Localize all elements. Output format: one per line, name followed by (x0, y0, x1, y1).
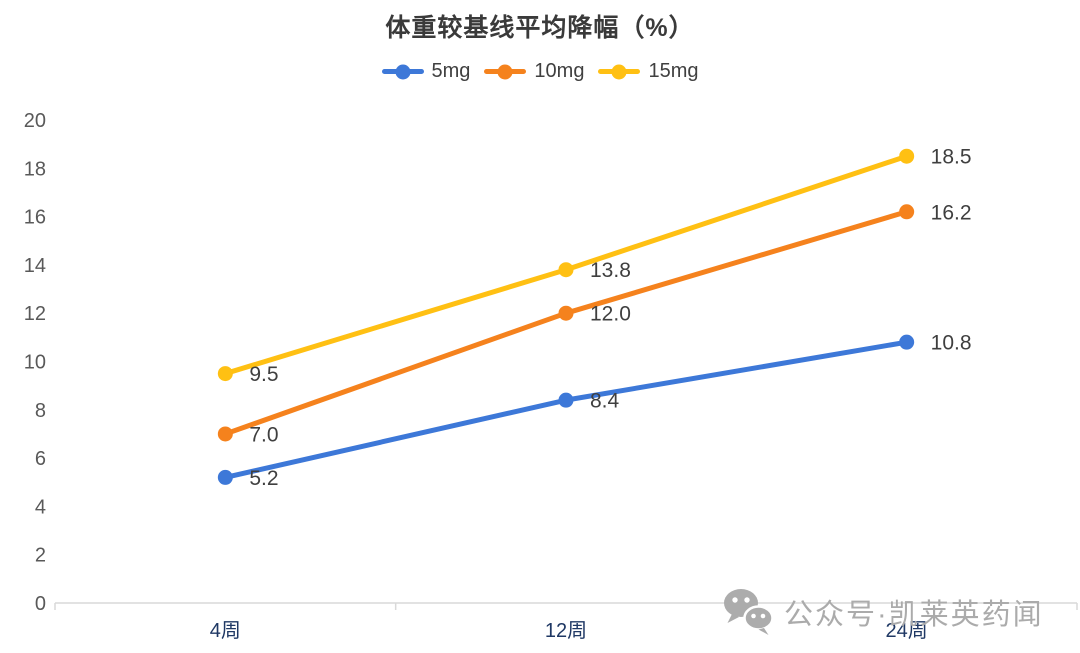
data-label-15mg: 18.5 (931, 146, 972, 169)
legend-marker-10mg-icon (484, 64, 527, 79)
data-label-5mg: 10.8 (931, 332, 972, 355)
y-axis-label: 0 (35, 593, 46, 615)
data-point-5mg (217, 469, 233, 485)
legend-label-5mg: 5mg (431, 60, 471, 82)
y-axis-label: 16 (24, 207, 46, 229)
x-axis-label: 12周 (545, 620, 587, 642)
x-axis-label: 24周 (886, 620, 928, 642)
x-axis-label: 4周 (210, 620, 241, 642)
data-label-10mg: 7.0 (249, 423, 278, 446)
legend-item-5mg: 5mg (381, 60, 471, 83)
data-label-10mg: 16.2 (931, 201, 972, 224)
y-axis-label: 12 (24, 303, 46, 325)
data-label-5mg: 5.2 (249, 467, 278, 490)
legend-marker-15mg-icon (598, 64, 641, 79)
legend-label-10mg: 10mg (534, 60, 585, 82)
y-axis-label: 4 (35, 496, 46, 518)
y-axis-label: 8 (35, 400, 46, 422)
data-label-15mg: 13.8 (590, 259, 631, 282)
data-point-5mg (899, 334, 915, 350)
data-point-15mg (217, 366, 233, 382)
y-axis-label: 6 (35, 448, 46, 470)
data-point-5mg (558, 392, 574, 408)
chart-legend: 5mg 10mg 15mg (0, 60, 1080, 83)
data-label-5mg: 8.4 (590, 390, 620, 413)
legend-label-15mg: 15mg (648, 60, 699, 82)
y-axis-label: 14 (24, 255, 46, 277)
data-label-10mg: 12.0 (590, 303, 631, 326)
data-point-10mg (217, 426, 233, 442)
legend-item-10mg: 10mg (484, 60, 584, 83)
data-point-10mg (558, 305, 574, 321)
data-point-15mg (899, 148, 915, 164)
y-axis-label: 10 (24, 352, 46, 374)
chart-title: 体重较基线平均降幅（%） (385, 14, 695, 42)
data-label-15mg: 9.5 (249, 363, 278, 386)
legend-marker-5mg-icon (381, 64, 424, 79)
series-line-5mg (222, 339, 910, 480)
y-axis-label: 20 (24, 110, 46, 132)
data-point-10mg (899, 204, 915, 220)
y-axis-label: 18 (24, 158, 46, 180)
legend-item-15mg: 15mg (598, 60, 698, 83)
y-axis-label: 2 (35, 545, 46, 567)
data-point-15mg (558, 262, 574, 278)
